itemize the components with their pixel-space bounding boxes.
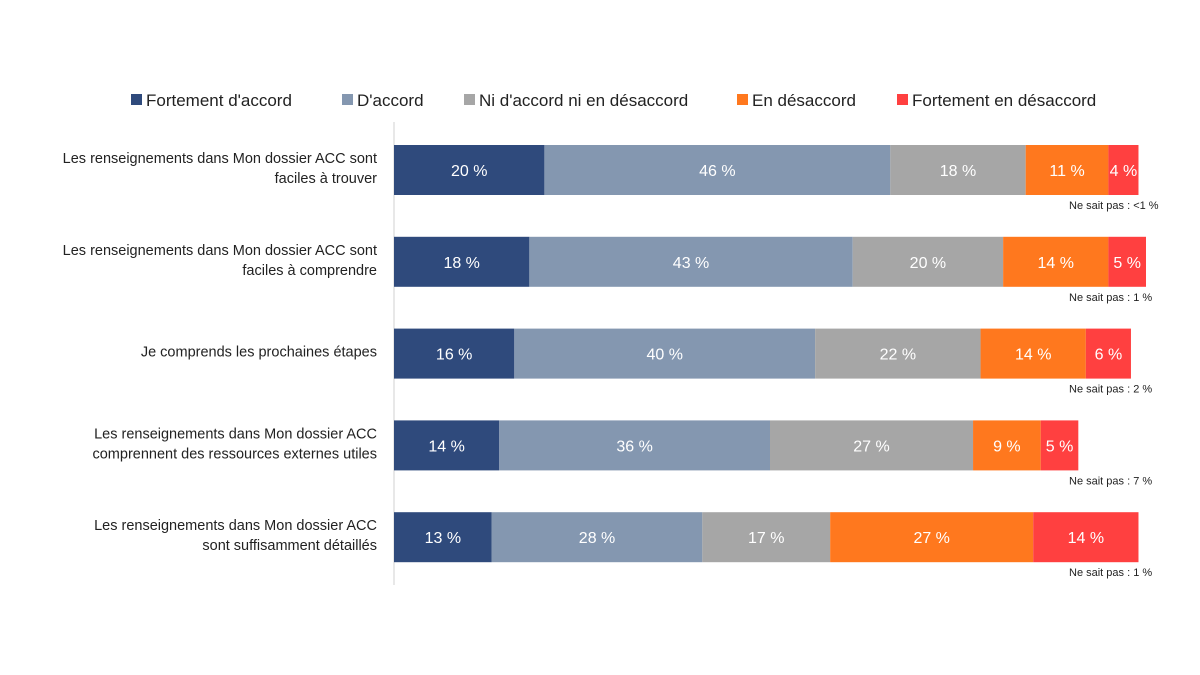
data-label: 46 %	[699, 163, 735, 180]
data-label: 27 %	[913, 530, 949, 547]
bar-segment	[973, 420, 1041, 471]
data-label: 14 %	[1038, 255, 1074, 272]
legend-label: Fortement en désaccord	[912, 91, 1096, 110]
bar-segment	[830, 512, 1034, 563]
legend-label: En désaccord	[752, 91, 856, 110]
data-label: 11 %	[1049, 163, 1084, 180]
bar-segment	[852, 236, 1004, 287]
bar-segment	[499, 420, 770, 471]
bar-segment	[1025, 145, 1109, 195]
bar-segment	[1040, 420, 1079, 471]
data-label: 9 %	[993, 438, 1021, 455]
category-label: Les renseignements dans Mon dossier ACC	[94, 518, 377, 534]
bar-segment	[394, 512, 492, 563]
bar-segment	[394, 145, 545, 195]
category-label: comprennent des ressources externes util…	[92, 446, 377, 462]
data-label: 36 %	[616, 438, 652, 455]
bar-segment	[1085, 328, 1131, 379]
legend-swatch	[897, 94, 908, 105]
category-label: Les renseignements dans Mon dossier ACC	[94, 426, 377, 442]
bar-segment	[815, 328, 981, 379]
legend-swatch	[737, 94, 748, 105]
dont-know-note: Ne sait pas : 1 %	[1069, 292, 1152, 304]
data-label: 14 %	[1068, 530, 1104, 547]
dont-know-note: Ne sait pas : <1 %	[1069, 200, 1159, 212]
data-label: 28 %	[579, 530, 615, 547]
data-label: 40 %	[646, 347, 682, 364]
category-label: Les renseignements dans Mon dossier ACC …	[63, 243, 377, 259]
data-label: 17 %	[748, 530, 784, 547]
bar-segment	[394, 420, 500, 471]
data-label: 14 %	[428, 438, 464, 455]
bar-segment	[1108, 236, 1146, 287]
dont-know-note: Ne sait pas : 2 %	[1069, 384, 1152, 396]
dont-know-note: Ne sait pas : 7 %	[1069, 475, 1152, 487]
data-label: 43 %	[673, 255, 709, 272]
data-label: 5 %	[1046, 438, 1074, 455]
bar-segment	[1033, 512, 1139, 563]
category-label: Je comprends les prochaines étapes	[141, 345, 377, 361]
legend-label: D'accord	[357, 91, 424, 110]
legend-swatch	[342, 94, 353, 105]
bar-segment	[491, 512, 703, 563]
data-label: 20 %	[451, 163, 487, 180]
bar-segment	[529, 236, 853, 287]
bar-segment	[770, 420, 974, 471]
legend-swatch	[464, 94, 475, 105]
category-label: faciles à trouver	[275, 171, 378, 187]
data-label: 13 %	[425, 530, 461, 547]
bar-segment	[514, 328, 816, 379]
data-label: 6 %	[1095, 347, 1123, 364]
data-label: 22 %	[880, 347, 916, 364]
bar-segment	[544, 145, 891, 195]
legend-label: Ni d'accord ni en désaccord	[479, 91, 688, 110]
dont-know-note: Ne sait pas : 1 %	[1069, 567, 1152, 579]
category-label: sont suffisamment détaillés	[202, 538, 377, 554]
legend-swatch	[131, 94, 142, 105]
data-label: 18 %	[940, 163, 976, 180]
bar-segment	[890, 145, 1026, 195]
data-label: 20 %	[910, 255, 946, 272]
data-label: 16 %	[436, 347, 472, 364]
legend-label: Fortement d'accord	[146, 91, 292, 110]
bar-segment	[394, 328, 515, 379]
category-label: Les renseignements dans Mon dossier ACC …	[63, 151, 377, 167]
category-label: faciles à comprendre	[242, 263, 377, 279]
data-label: 4 %	[1110, 163, 1138, 180]
bar-segment	[980, 328, 1086, 379]
bar-segment	[702, 512, 831, 563]
data-label: 14 %	[1015, 347, 1051, 364]
data-label: 27 %	[853, 438, 889, 455]
bar-segment	[1003, 236, 1109, 287]
data-label: 18 %	[443, 255, 479, 272]
data-label: 5 %	[1113, 255, 1141, 272]
bar-segment	[1108, 145, 1139, 195]
bar-segment	[394, 236, 530, 287]
